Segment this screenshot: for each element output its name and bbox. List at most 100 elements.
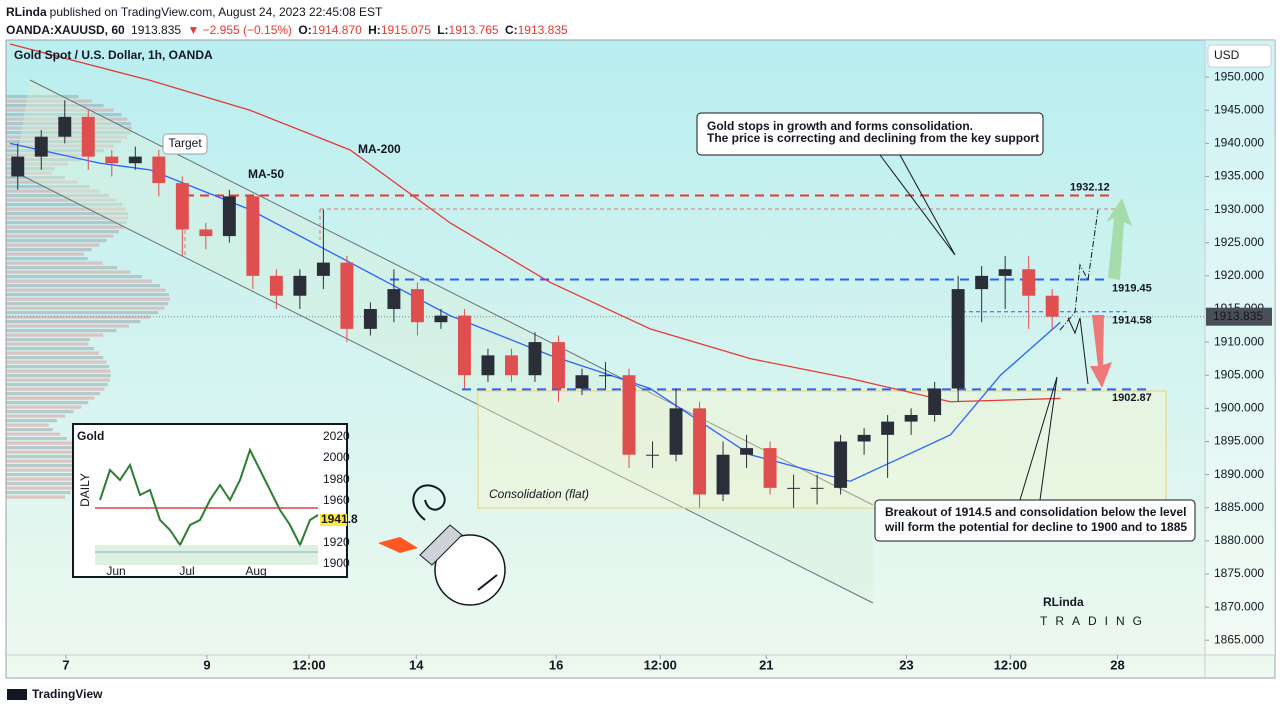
projection-down: [1067, 317, 1089, 385]
x-tick-label: 7: [62, 657, 69, 672]
candle-body: [693, 408, 707, 495]
x-tick-label: 12:00: [994, 657, 1027, 672]
low: 1913.765: [448, 23, 499, 37]
target-label: Target: [168, 136, 202, 150]
volume-profile-bar: [6, 486, 76, 490]
candle-body: [528, 342, 542, 376]
volume-profile-bar: [6, 99, 92, 103]
candle-body: [81, 116, 95, 157]
callout-pointer: [1019, 376, 1058, 501]
candle-body: [152, 156, 166, 184]
last-price-tag: [1206, 307, 1272, 326]
candle-body: [716, 454, 730, 495]
volume-profile-bar: [6, 347, 94, 351]
volume-profile-bar: [6, 374, 111, 378]
low-label: L:: [437, 23, 449, 37]
volume-profile-bar: [6, 95, 79, 99]
candle-body: [810, 487, 824, 489]
volume-profile-bar: [6, 342, 89, 346]
volume-profile-bar: [6, 158, 81, 162]
candle-body: [669, 408, 683, 455]
volume-profile-bar: [6, 378, 110, 382]
volume-profile-bar: [6, 153, 93, 157]
volume-profile-bar: [6, 167, 55, 171]
level-label: 1902.87: [1112, 392, 1152, 404]
candle-body: [740, 448, 754, 455]
volume-profile-bar: [6, 383, 108, 387]
volume-profile-bar: [6, 324, 129, 328]
volume-profile-bar: [6, 414, 66, 418]
ma-line: [9, 43, 1061, 403]
inset-tick: 1900: [323, 556, 350, 570]
volume-profile-bar: [6, 369, 111, 373]
volume-profile-bar: [6, 176, 65, 180]
volume-profile-bar: [6, 360, 107, 364]
volume-profile-bar: [6, 293, 169, 297]
volume-profile-bar: [6, 351, 99, 355]
candle-body: [599, 375, 612, 377]
close-label: C:: [504, 23, 518, 37]
volume-profile-bar: [6, 441, 73, 445]
volume-profile-bar: [6, 275, 143, 279]
volume-profile-bar: [6, 162, 69, 166]
open: 1914.870: [311, 23, 362, 37]
level-label: 1932.12: [1070, 181, 1110, 193]
plot: 1932.12 1919.45 1914.58 1902.87 MA-50 MA-200: [6, 43, 1205, 508]
inset-tick: 1920: [323, 535, 350, 549]
volume-profile-bar: [6, 234, 114, 238]
candle-body: [1022, 269, 1036, 296]
volume-profile-bar: [6, 104, 104, 108]
published: published on TradingView.com, August 24,…: [49, 5, 383, 19]
candle-body: [504, 355, 518, 376]
candle-body: [269, 275, 283, 296]
volume-profile-bar: [6, 257, 88, 261]
high: 1915.075: [380, 23, 431, 37]
y-tick-label: 1900.000: [1214, 401, 1264, 415]
candle-body: [222, 196, 236, 237]
candle-body: [857, 434, 871, 442]
volume-profile-bar: [6, 428, 53, 432]
volume-profile-bar: [6, 437, 67, 441]
candle-body: [481, 355, 495, 376]
candle-body: [363, 308, 377, 329]
volume-profile-bar: [6, 387, 105, 391]
candle-body: [11, 156, 25, 177]
y-tick-label: 1940.000: [1214, 136, 1264, 150]
y-tick-label: 1945.000: [1214, 102, 1264, 116]
inset-month: Jul: [179, 564, 194, 578]
doodle: [378, 484, 506, 606]
volume-profile-bar: [6, 239, 107, 243]
volume-profile-bar: [6, 284, 160, 288]
volume-profile-bar: [6, 225, 124, 229]
volume-profile-bar: [6, 248, 92, 252]
candle-body: [787, 487, 801, 489]
volume-profile-bar: [6, 140, 122, 144]
volume-profile: [6, 95, 170, 499]
price: 1913.835: [131, 23, 182, 37]
y-tick-label: 1920.000: [1214, 268, 1264, 282]
y-tick-label: 1885.000: [1214, 500, 1264, 514]
y-tick-label: 1875.000: [1214, 566, 1264, 580]
author: RLinda: [6, 5, 47, 19]
volume-profile-bar: [6, 135, 128, 139]
x-tick-label: 28: [1110, 657, 1124, 672]
candle-body: [457, 315, 471, 376]
doodle-rocket: [419, 524, 463, 566]
volume-profile-bar: [6, 252, 84, 256]
volume-profile-bar: [6, 401, 89, 405]
callout-pointer: [879, 154, 956, 256]
candle-body: [622, 375, 636, 455]
inset-price-tag: [320, 514, 347, 526]
volume-profile-bar: [6, 365, 110, 369]
ma-label: MA-200: [358, 142, 401, 156]
candle-body: [575, 375, 589, 389]
logo-tag: TRADING: [1040, 614, 1150, 628]
x-tick-label: 14: [409, 657, 424, 672]
x-tick-label: 12:00: [292, 657, 325, 672]
level-label: 1919.45: [1112, 282, 1152, 294]
volume-profile-bar: [6, 473, 87, 477]
volume-profile-bar: [6, 194, 109, 198]
volume-profile-bar: [6, 171, 52, 175]
y-tick-label: 1880.000: [1214, 533, 1264, 547]
volume-profile-bar: [6, 419, 58, 423]
